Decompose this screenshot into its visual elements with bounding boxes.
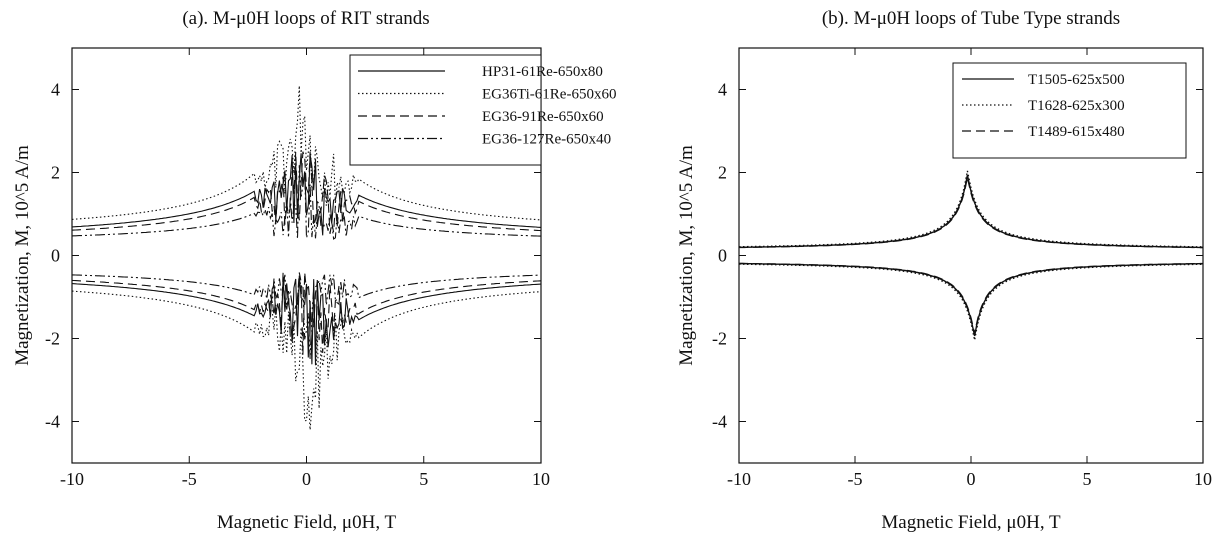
- x-tick-label: -10: [60, 469, 84, 489]
- legend-label: EG36Ti-61Re-650x60: [482, 87, 616, 103]
- legend-label: T1489-615x480: [1028, 124, 1125, 140]
- series-line-lower: [72, 275, 541, 366]
- series-line-lower: [739, 262, 1203, 335]
- y-tick-label: -4: [45, 412, 60, 432]
- chart-title: (a). M-μ0H loops of RIT strands: [182, 8, 429, 29]
- series-line-lower: [72, 272, 541, 356]
- y-tick-label: 4: [718, 80, 727, 100]
- y-tick-label: 0: [51, 246, 60, 266]
- legend-label: T1628-625x300: [1028, 98, 1125, 114]
- legend-label: EG36-91Re-650x60: [482, 109, 604, 125]
- y-tick-label: 0: [718, 246, 727, 266]
- y-tick-label: -4: [712, 412, 727, 432]
- series-line-upper: [739, 170, 1203, 248]
- legend-label: T1505-625x500: [1028, 72, 1125, 88]
- x-tick-label: 0: [967, 469, 976, 489]
- y-tick-label: 2: [718, 163, 727, 183]
- x-tick-label: 5: [1083, 469, 1092, 489]
- x-tick-label: 10: [1194, 469, 1212, 489]
- x-axis-label: Magnetic Field, μ0H, T: [217, 512, 397, 533]
- x-tick-label: -10: [727, 469, 751, 489]
- series-line-lower: [72, 290, 541, 430]
- x-tick-label: 10: [532, 469, 550, 489]
- y-tick-label: -2: [712, 329, 727, 349]
- x-tick-label: -5: [182, 469, 197, 489]
- series-line-lower: [739, 263, 1203, 341]
- x-tick-label: 5: [419, 469, 428, 489]
- series-line-upper: [72, 85, 541, 221]
- x-tick-label: 0: [302, 469, 311, 489]
- y-tick-label: 2: [51, 163, 60, 183]
- legend-box: [349, 54, 542, 166]
- panel-b: (b). M-μ0H loops of Tube Type strands -10…: [676, 8, 1212, 533]
- panel-a: (a). M-μ0H loops of RIT strands -10 -5 0 5 10…: [12, 8, 616, 533]
- series-line-upper: [72, 165, 541, 240]
- y-axis-label: Magnetization, M, 10^5 A/m: [12, 145, 33, 366]
- series-line-lower: [739, 262, 1203, 337]
- series-line-upper: [72, 153, 541, 236]
- x-axis-label: Magnetic Field, μ0H, T: [881, 512, 1061, 533]
- series-line-upper: [739, 174, 1203, 249]
- series-line-lower: [72, 273, 541, 359]
- y-tick-label: 4: [51, 80, 60, 100]
- chart-title: (b). M-μ0H loops of Tube Type strands: [822, 8, 1120, 29]
- legend-label: HP31-61Re-650x80: [482, 64, 603, 80]
- series-line-upper: [72, 151, 541, 234]
- x-tick-label: -5: [848, 469, 863, 489]
- y-tick-label: -2: [45, 329, 60, 349]
- legend-label: EG36-127Re-650x40: [482, 132, 611, 148]
- series-line-upper: [739, 176, 1203, 249]
- y-axis-label: Magnetization, M, 10^5 A/m: [676, 145, 697, 366]
